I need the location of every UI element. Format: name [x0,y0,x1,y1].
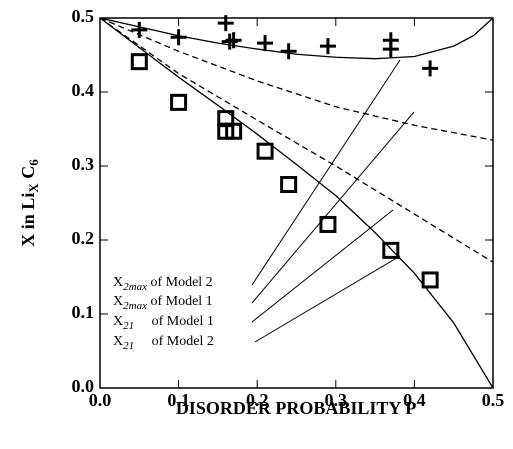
annotation-text: of Model 1 [134,314,214,329]
x-tick-label: 0.5 [482,390,505,410]
x-tick-label: 0.4 [403,390,426,410]
y-tick-label: 0.0 [72,376,95,396]
square-marker [382,241,400,259]
y-tick-label: 0.5 [72,6,95,26]
annotation-text: of Model 1 [147,294,213,309]
y-tick-label: 0.4 [72,80,95,100]
annotation-sub: 21 [123,320,134,332]
annotation-text: of Model 2 [134,334,214,349]
square-marker [421,271,439,289]
x-tick-label: 0.3 [325,390,348,410]
y-axis-title: X in LiX C6 [18,159,41,247]
x-tick-label: 0.2 [246,390,269,410]
annotation-text: of Model 2 [147,275,213,290]
plus-marker [257,35,274,52]
leader-line [251,111,415,304]
annotation: X2max of Model 2 [113,275,213,292]
curve [99,17,494,389]
annotation-symbol: X [113,294,123,309]
annotation: X21 of Model 1 [113,314,214,331]
plus-marker [382,41,399,58]
leader-lines [251,59,415,343]
plus-marker [131,21,148,38]
y-title-sub: X [26,183,41,193]
plus-marker [217,15,234,32]
y-tick-label: 0.2 [72,228,95,248]
annotation-sub: 2max [123,300,147,312]
y-tick-label: 0.1 [72,302,95,322]
square-marker [130,53,148,71]
y-tick-label: 0.3 [72,154,95,174]
annotation-symbol: X [113,334,123,349]
y-title-part: C [18,166,38,184]
plot-frame [99,17,494,389]
curve [99,17,494,141]
annotation-symbol: X [113,275,123,290]
curve [99,17,494,60]
square-marker [170,93,188,111]
y-title-part: X in Li [18,193,38,247]
plus-marker [319,38,336,55]
leader-line [254,255,401,343]
plus-marker [422,60,439,77]
y-title-sub: 6 [26,159,41,166]
curve [99,17,494,263]
annotation-sub: 21 [123,340,134,352]
annotation-sub: 2max [123,281,147,293]
annotation: X2max of Model 1 [113,294,213,311]
leader-line [251,59,401,286]
annotation-symbol: X [113,314,123,329]
leader-line [251,209,394,323]
x-tick-label: 0.0 [89,390,112,410]
square-marker [225,122,243,140]
square-marker [319,215,337,233]
square-marker [256,142,274,160]
x-tick-label: 0.1 [167,390,190,410]
x-axis-title: DISORDER PROBABILITY P [176,398,416,418]
plus-marker [280,43,297,60]
square-marker [280,176,298,193]
annotation: X21 of Model 2 [113,334,214,351]
